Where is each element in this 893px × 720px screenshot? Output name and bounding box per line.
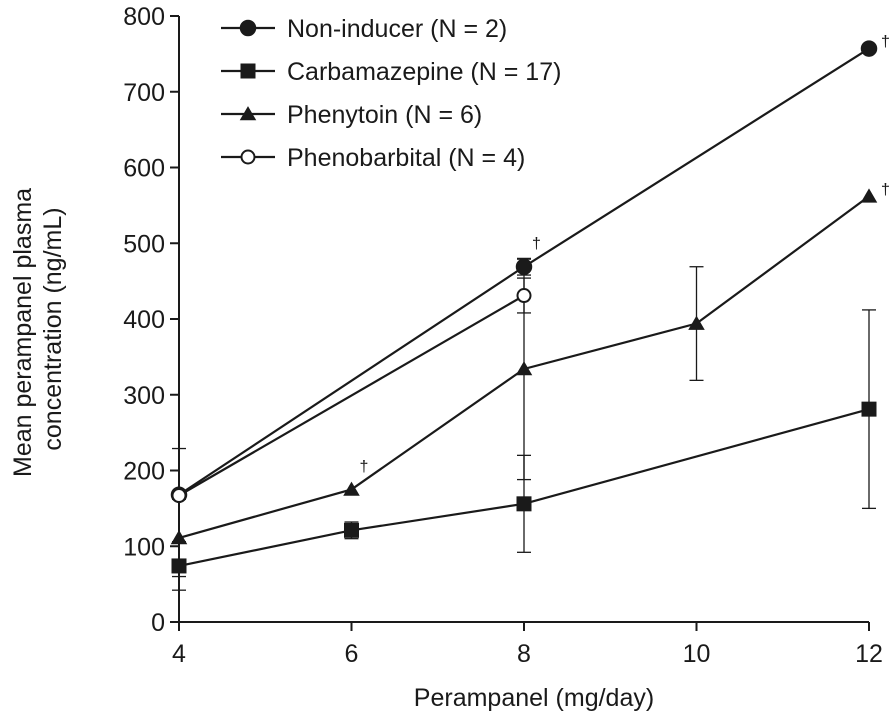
data-point	[171, 558, 187, 574]
y-axis-title-line-1: Mean perampanel plasma	[9, 188, 37, 477]
data-point	[860, 40, 878, 57]
y-tick-label: 300	[123, 382, 165, 410]
y-tick-label: 800	[123, 3, 165, 31]
legend-label: Non-inducer (N = 2)	[287, 15, 507, 43]
series-markers	[170, 40, 878, 574]
legend-label: Carbamazepine (N = 17)	[287, 58, 561, 86]
data-point	[170, 530, 188, 545]
y-tick-label: 700	[123, 79, 165, 107]
significance-dagger: †	[532, 236, 541, 253]
data-point	[171, 487, 187, 503]
x-tick-label: 10	[683, 640, 711, 668]
y-tick-label: 200	[123, 458, 165, 486]
x-tick-label: 6	[345, 640, 359, 668]
x-tick-label: 12	[855, 640, 883, 668]
significance-notes: † † † †	[360, 34, 890, 476]
data-point	[516, 288, 532, 304]
error-bars	[172, 257, 876, 591]
significance-dagger: †	[881, 181, 890, 198]
x-tick-label: 4	[172, 640, 186, 668]
data-point	[344, 522, 359, 538]
y-tick-label: 500	[123, 230, 165, 258]
ticks: 4 6 8 10 12 0 100 200 300 400 500 600 700 800	[123, 3, 883, 668]
legend-label: Phenobarbital (N = 4)	[287, 144, 525, 172]
x-tick-label: 8	[517, 640, 531, 668]
data-point	[516, 496, 532, 512]
y-axis-title: Mean perampanel plasma concentration (ng…	[9, 181, 67, 477]
legend-marker	[240, 149, 256, 165]
significance-dagger: †	[881, 34, 890, 51]
data-point	[688, 315, 705, 330]
data-point	[515, 361, 533, 376]
series-line-2	[178, 408, 870, 568]
legend-label: Phenytoin (N = 6)	[287, 101, 482, 129]
data-point	[343, 481, 360, 496]
legend-marker	[239, 106, 257, 121]
data-point	[861, 401, 877, 417]
x-axis-title: Perampanel (mg/day)	[414, 684, 654, 712]
y-tick-label: 400	[123, 306, 165, 334]
legend-marker	[240, 63, 256, 79]
legend: Non-inducer (N = 2) Carbamazepine (N = 17…	[221, 15, 561, 172]
data-point	[515, 258, 533, 275]
significance-dagger: †	[360, 458, 369, 475]
y-tick-label: 0	[151, 609, 165, 637]
legend-marker	[239, 19, 257, 37]
y-axis-title-line-2: concentration (ng/mL)	[39, 207, 67, 450]
series-line-4	[178, 294, 525, 497]
data-point	[860, 188, 878, 203]
y-tick-label: 100	[123, 533, 165, 561]
y-tick-label: 600	[123, 155, 165, 183]
